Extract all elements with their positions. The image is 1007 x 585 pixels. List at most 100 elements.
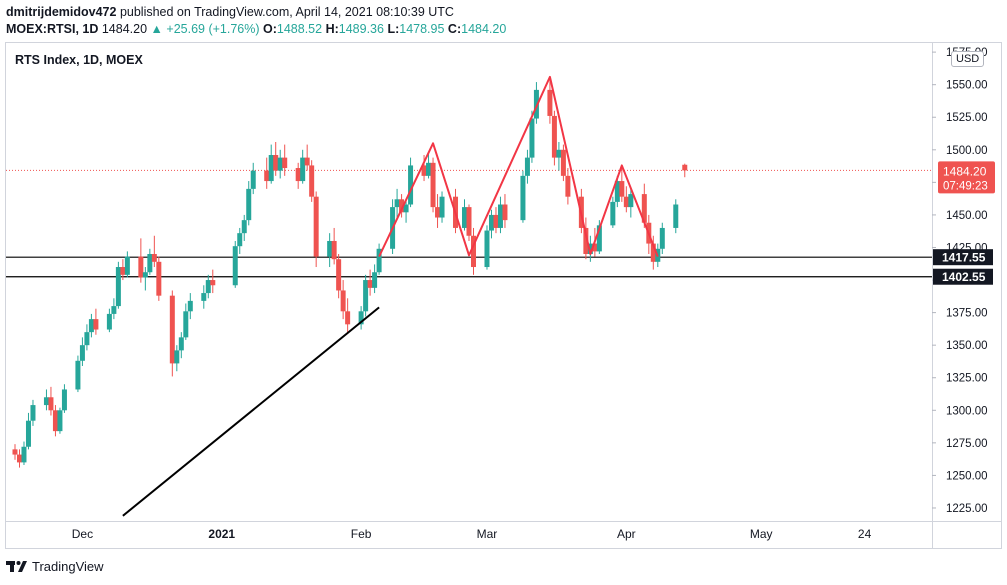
- candle: [650, 235, 656, 270]
- level-label: 1417.55: [942, 251, 986, 265]
- candle-body: [340, 290, 346, 312]
- candle-body: [426, 162, 432, 176]
- y-tick-label: 1325.00: [946, 373, 988, 385]
- candle: [403, 199, 409, 223]
- chart-frame[interactable]: [5, 42, 1002, 549]
- candle: [430, 157, 436, 213]
- candle: [250, 162, 256, 195]
- footer-brand[interactable]: TradingView: [6, 558, 104, 574]
- candle-body: [268, 155, 274, 182]
- candle-body: [88, 319, 94, 333]
- candle-body: [327, 240, 333, 257]
- candle-body: [484, 230, 490, 268]
- candle-body: [142, 272, 148, 278]
- candle-body: [57, 410, 63, 432]
- currency-button[interactable]: USD: [951, 51, 985, 67]
- y-tick-label: 1275.00: [946, 438, 988, 450]
- candle-body: [394, 199, 400, 208]
- candle: [327, 233, 333, 268]
- candle: [120, 259, 126, 281]
- candle-body: [403, 204, 409, 213]
- candle: [462, 199, 468, 231]
- candle-body: [547, 89, 553, 116]
- candle: [124, 251, 130, 278]
- candle: [520, 170, 526, 223]
- candle-body: [151, 253, 157, 262]
- candle: [587, 235, 593, 262]
- candle-body: [367, 280, 373, 288]
- candle-body: [421, 165, 427, 176]
- candle: [610, 196, 616, 228]
- close-value: 1484.20: [461, 22, 507, 36]
- candle-body: [30, 405, 36, 421]
- y-tick-label: 1450.00: [946, 210, 988, 222]
- candle: [61, 384, 67, 413]
- candle-body: [12, 449, 18, 455]
- x-tick-label: Mar: [477, 527, 498, 541]
- candle: [484, 225, 490, 270]
- candle-body: [556, 149, 562, 158]
- x-tick-label: May: [750, 527, 773, 541]
- candle-body: [358, 311, 364, 325]
- price-axis-divider: [932, 42, 933, 549]
- candle: [52, 405, 58, 437]
- candle-body: [277, 157, 283, 171]
- x-tick-label: Feb: [351, 527, 372, 541]
- candle: [619, 168, 625, 202]
- candle: [93, 308, 99, 335]
- candle-body: [246, 188, 252, 221]
- candle: [470, 227, 476, 275]
- candle-body: [106, 313, 112, 330]
- candle-body: [115, 267, 121, 307]
- candle-body: [408, 165, 414, 205]
- candle-body: [210, 280, 216, 286]
- y-tick-label: 1300.00: [946, 405, 988, 417]
- x-tick-label: 2021: [208, 527, 235, 541]
- candle-body: [462, 207, 468, 228]
- candle-body: [120, 267, 126, 275]
- candle-body: [169, 295, 175, 364]
- candle-body: [124, 256, 130, 275]
- candle: [673, 199, 679, 234]
- candle: [210, 269, 216, 294]
- candle-body: [466, 207, 472, 236]
- candle-body: [309, 165, 315, 197]
- candle: [565, 168, 571, 205]
- candle-body: [596, 225, 602, 252]
- candle-body: [75, 360, 81, 390]
- candle: [151, 235, 157, 268]
- y-tick-label: 1500.00: [946, 145, 988, 157]
- candle-body: [614, 181, 620, 202]
- countdown-label: 07:49:23: [943, 180, 988, 192]
- candle: [394, 188, 400, 218]
- y-tick-label: 1225.00: [946, 503, 988, 515]
- candle-body: [376, 248, 382, 273]
- candle-body: [264, 170, 270, 182]
- candle: [435, 194, 441, 228]
- ohlc-legend: MOEX:RTSI, 1D 1484.20 ▲ +25.69 (+1.76%) …: [6, 22, 506, 36]
- candle: [187, 293, 193, 320]
- candle: [551, 110, 557, 166]
- open-value: 1488.52: [276, 22, 323, 36]
- candle: [682, 163, 688, 178]
- candle-body: [439, 196, 445, 218]
- candle-body: [84, 332, 90, 346]
- candle: [295, 162, 301, 189]
- candle: [142, 267, 148, 291]
- candle-body: [520, 175, 526, 221]
- candle-body: [592, 243, 598, 252]
- candle-body: [345, 311, 351, 325]
- candle: [659, 222, 665, 254]
- trend-line: [122, 306, 380, 517]
- candle: [313, 191, 319, 268]
- candle-body: [250, 170, 256, 189]
- candle: [372, 264, 378, 294]
- y-tick-label: 1550.00: [946, 80, 988, 92]
- candle: [16, 449, 22, 468]
- candle-body: [435, 207, 441, 218]
- candle-body: [641, 194, 647, 223]
- last-price-label: 1484.20: [943, 164, 987, 178]
- candle-body: [156, 261, 162, 296]
- close-label: C:: [447, 22, 462, 36]
